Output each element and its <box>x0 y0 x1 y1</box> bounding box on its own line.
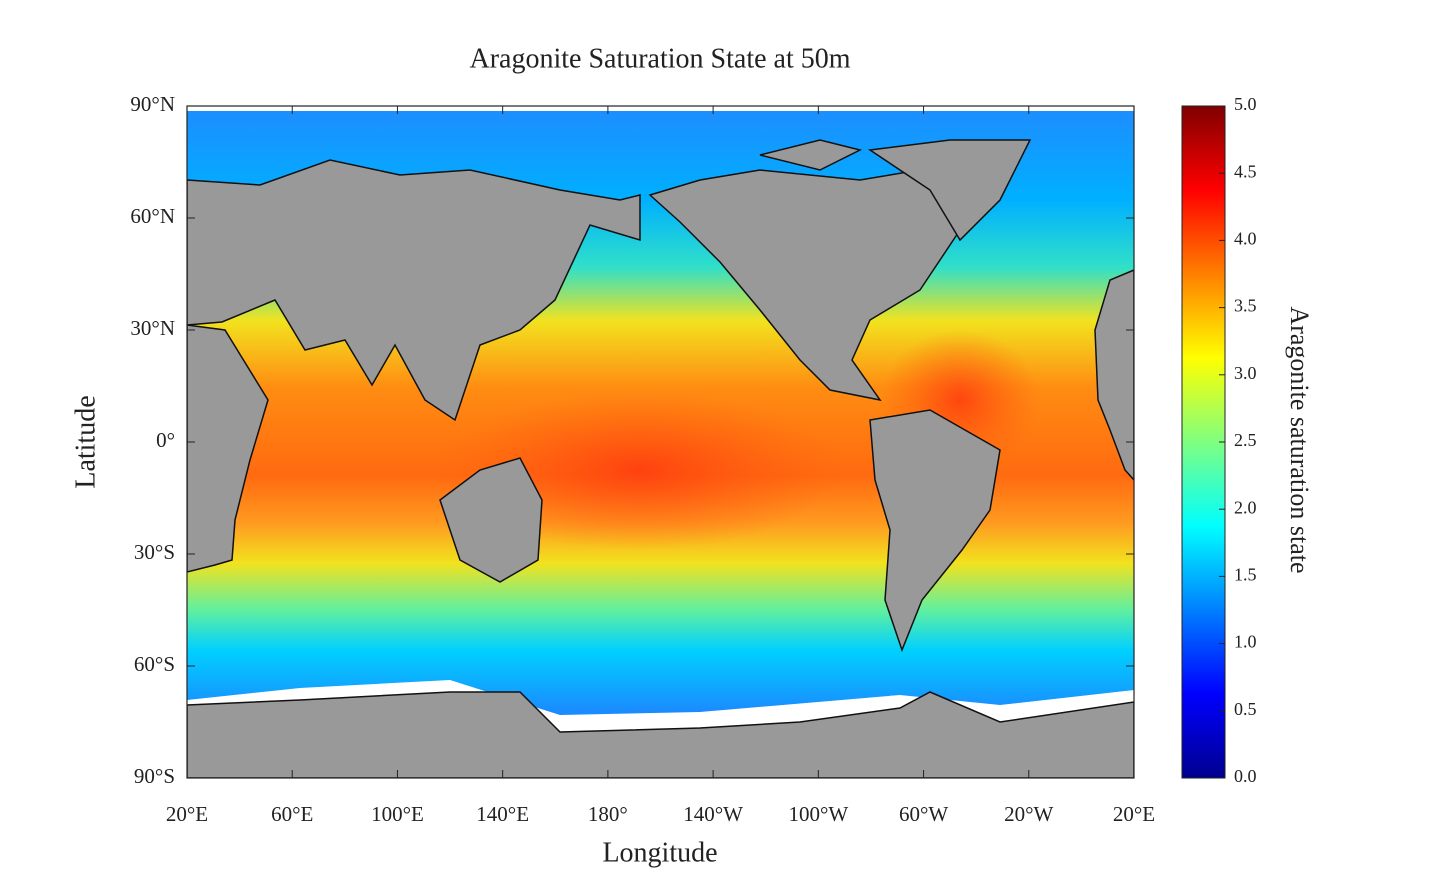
y-tick-label: 0° <box>156 428 175 452</box>
x-tick-label: 60°E <box>271 802 313 826</box>
colorbar-label: Aragonite saturation state <box>1285 306 1314 573</box>
x-tick-label: 20°E <box>1113 802 1155 826</box>
colorbar-tick-label: 4.0 <box>1234 229 1257 249</box>
colorbar <box>1181 105 1226 779</box>
x-tick-label: 100°W <box>788 802 848 826</box>
y-tick-label: 60°S <box>134 652 175 676</box>
y-tick-label: 30°N <box>130 316 175 340</box>
map-area <box>187 106 1134 778</box>
x-tick-label: 100°E <box>371 802 424 826</box>
y-tick-label: 30°S <box>134 540 175 564</box>
x-axis-label: Longitude <box>602 837 717 868</box>
x-tick-label: 60°W <box>899 802 948 826</box>
colorbar-tick-label: 0.0 <box>1234 766 1257 786</box>
no-data <box>187 106 1134 111</box>
y-axis-label: Latitude <box>70 395 101 488</box>
colorbar-tick-label: 3.5 <box>1234 296 1257 316</box>
x-tick-label: 180° <box>588 802 628 826</box>
y-tick-label: 90°N <box>130 92 175 116</box>
colorbar-tick-label: 2.0 <box>1234 497 1257 517</box>
colorbar-tick-label: 3.0 <box>1234 363 1257 383</box>
colorbar-tick-label: 0.5 <box>1234 699 1257 719</box>
x-tick-label: 140°W <box>683 802 743 826</box>
y-tick-label: 60°N <box>130 204 175 228</box>
x-tick-label: 140°E <box>476 802 529 826</box>
colorbar-tick-label: 1.5 <box>1234 565 1257 585</box>
x-tick-label: 20°E <box>166 802 208 826</box>
land <box>187 139 1134 778</box>
colorbar-tick-label: 4.5 <box>1234 161 1257 181</box>
colorbar-tick-label: 1.0 <box>1234 632 1257 652</box>
colorbar-tick-label: 5.0 <box>1234 94 1257 114</box>
y-tick-label: 90°S <box>134 764 175 788</box>
map-title: Aragonite Saturation State at 50m <box>469 43 850 74</box>
x-tick-label: 20°W <box>1004 802 1053 826</box>
colorbar-tick-label: 2.5 <box>1234 430 1257 450</box>
